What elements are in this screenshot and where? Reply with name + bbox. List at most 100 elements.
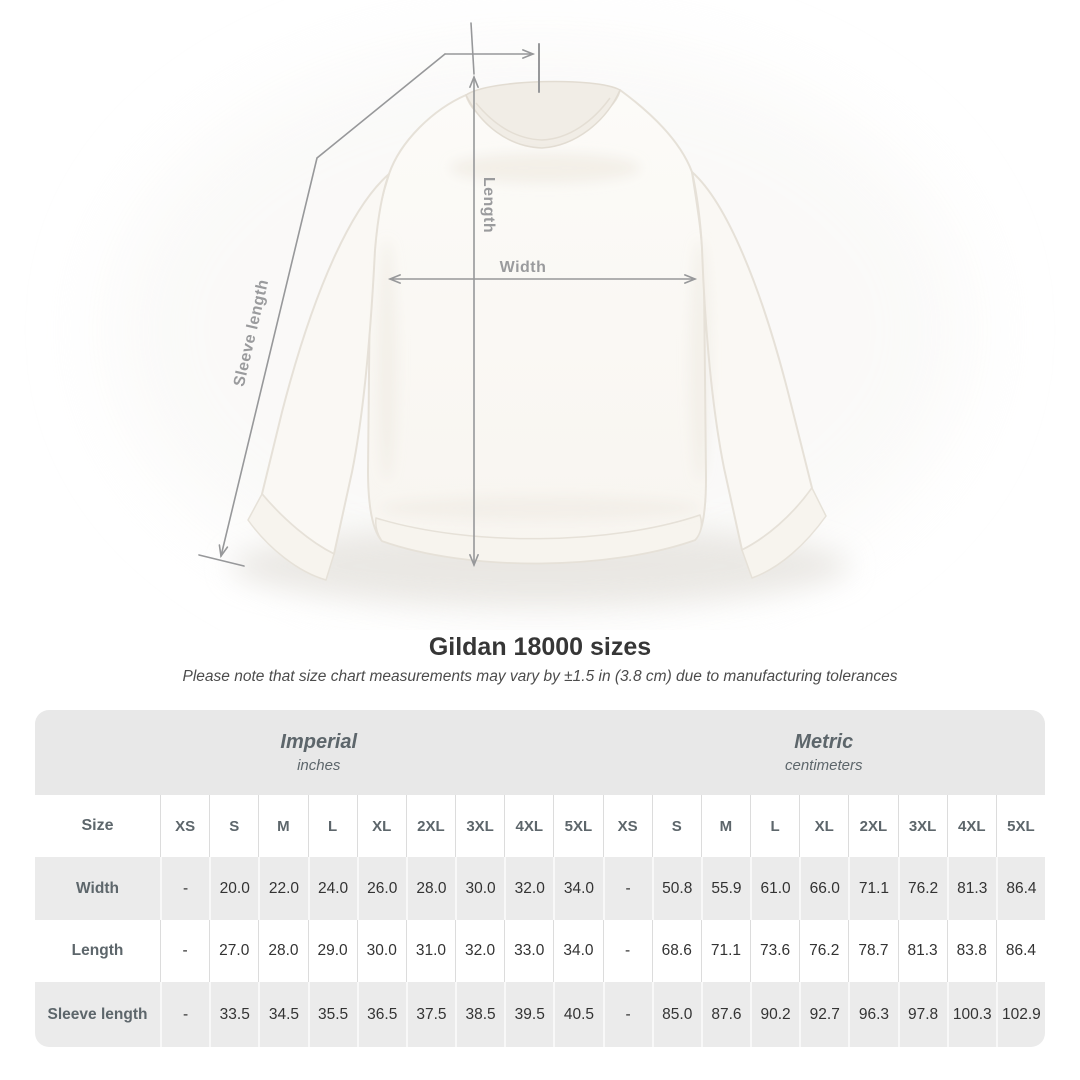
- measurement-value: 66.0: [799, 857, 849, 920]
- measurement-value: 83.8: [946, 920, 996, 982]
- measurement-lines: [198, 22, 698, 568]
- size-header: XL: [356, 795, 406, 857]
- measurement-value: 55.9: [700, 857, 750, 920]
- unit-group-name: Imperial: [280, 731, 358, 753]
- measurement-value: 81.3: [946, 857, 996, 920]
- unit-group-metric: Metric centimeters: [602, 710, 1045, 795]
- measurement-value: 96.3: [848, 982, 898, 1047]
- unit-group-name: Metric: [794, 731, 854, 753]
- measurement-value: 30.0: [356, 920, 406, 982]
- measurement-value: 97.8: [897, 982, 947, 1047]
- tolerance-note: Please note that size chart measurements…: [182, 668, 898, 685]
- sweatshirt-illustration: [247, 80, 827, 581]
- size-column-header: Size: [35, 795, 160, 857]
- measurement-value: 76.2: [897, 857, 947, 920]
- measurement-value: 102.9: [995, 982, 1045, 1047]
- row-label: Width: [35, 857, 160, 920]
- measurement-value: 86.4: [995, 857, 1045, 920]
- measurement-value: 90.2: [750, 982, 800, 1047]
- measurement-value: 73.6: [750, 920, 800, 982]
- measurement-value: 78.7: [848, 920, 898, 982]
- measurement-value: 100.3: [946, 982, 996, 1047]
- length-arrow: [470, 22, 475, 566]
- measurement-value: 37.5: [405, 982, 455, 1047]
- cuff-right: [741, 487, 827, 579]
- size-table: Imperial inches Metric centimeters Size XS S M L…: [35, 710, 1045, 1047]
- measurement-value: 38.5: [455, 982, 505, 1047]
- measurement-value: -: [160, 982, 210, 1047]
- measurement-value: 81.3: [897, 920, 947, 982]
- measurement-value: 28.0: [405, 857, 455, 920]
- measurement-value: 50.8: [651, 857, 701, 920]
- measurement-value: 33.5: [209, 982, 259, 1047]
- measurement-value: 35.5: [307, 982, 357, 1047]
- size-header: M: [258, 795, 308, 857]
- measurement-value: -: [602, 857, 652, 920]
- measurement-value: 92.7: [799, 982, 849, 1047]
- size-header: L: [307, 795, 357, 857]
- measurement-value: 24.0: [307, 857, 357, 920]
- unit-group-unit: inches: [297, 757, 341, 774]
- measurement-value: 40.5: [553, 982, 603, 1047]
- row-label: Sleeve length: [35, 982, 160, 1047]
- length-label: Length: [480, 177, 497, 233]
- measurement-value: 32.0: [455, 920, 505, 982]
- measurement-value: 68.6: [651, 920, 701, 982]
- size-header: XS: [602, 795, 652, 857]
- page-title: Gildan 18000 sizes: [428, 633, 652, 661]
- size-header: 5XL: [553, 795, 603, 857]
- floor-shadow: [230, 526, 850, 606]
- size-header: XL: [799, 795, 849, 857]
- sleeve-length-arrow: [220, 53, 446, 557]
- measurement-value: 33.0: [504, 920, 554, 982]
- measurement-value: -: [602, 982, 652, 1047]
- size-header: 4XL: [946, 795, 996, 857]
- size-header: XS: [160, 795, 210, 857]
- measurement-value: 31.0: [405, 920, 455, 982]
- measurement-value: 27.0: [209, 920, 259, 982]
- unit-group-unit: centimeters: [784, 757, 863, 774]
- size-header: 3XL: [455, 795, 505, 857]
- size-header: 3XL: [897, 795, 947, 857]
- measurement-value: 76.2: [799, 920, 849, 982]
- size-header: 5XL: [995, 795, 1045, 857]
- collar: [465, 80, 621, 149]
- measurement-value: 22.0: [258, 857, 308, 920]
- measurement-value: 28.0: [258, 920, 308, 982]
- unit-group-imperial: Imperial inches: [35, 710, 603, 795]
- measurement-value: 71.1: [700, 920, 750, 982]
- size-header: S: [651, 795, 701, 857]
- measurement-value: 71.1: [848, 857, 898, 920]
- width-label: Width: [500, 259, 547, 276]
- size-header: M: [700, 795, 750, 857]
- measurement-value: 34.0: [553, 857, 603, 920]
- measurement-value: 30.0: [455, 857, 505, 920]
- measurement-value: 20.0: [209, 857, 259, 920]
- measurement-value: 39.5: [504, 982, 554, 1047]
- measurement-value: 86.4: [995, 920, 1045, 982]
- measurement-value: 26.0: [356, 857, 406, 920]
- size-header: L: [750, 795, 800, 857]
- measurement-value: 34.0: [553, 920, 603, 982]
- row-label: Length: [35, 920, 160, 982]
- measurement-value: -: [602, 920, 652, 982]
- measurement-value: 34.5: [258, 982, 308, 1047]
- hem-band: [375, 514, 703, 565]
- size-header: 2XL: [848, 795, 898, 857]
- size-header: 4XL: [504, 795, 554, 857]
- measurement-value: 85.0: [651, 982, 701, 1047]
- measurement-value: 36.5: [356, 982, 406, 1047]
- size-header: 2XL: [405, 795, 455, 857]
- measurement-value: 61.0: [750, 857, 800, 920]
- measurement-value: -: [160, 857, 210, 920]
- measurement-value: -: [160, 920, 210, 982]
- fabric-shading: [377, 153, 710, 520]
- cuff-left: [247, 493, 335, 581]
- size-header: S: [209, 795, 259, 857]
- measurement-value: 32.0: [504, 857, 554, 920]
- measurement-value: 87.6: [700, 982, 750, 1047]
- sweatshirt-measurement-diagram: Width Length Sleeve length: [110, 22, 970, 620]
- collar-inner-seam: [475, 97, 611, 141]
- measurement-value: 29.0: [307, 920, 357, 982]
